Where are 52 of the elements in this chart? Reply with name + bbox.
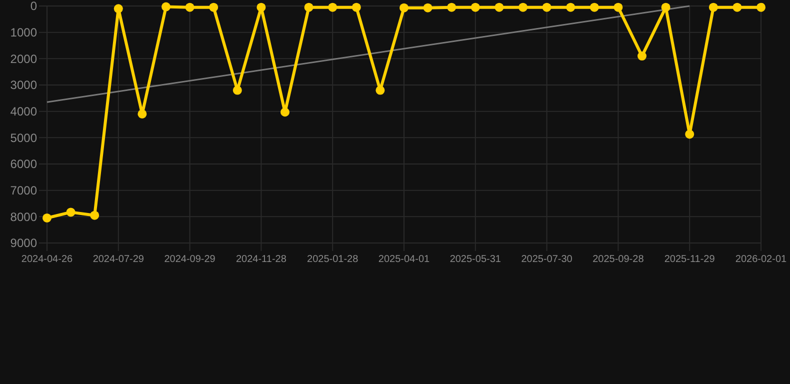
y-tick-label: 5000 bbox=[10, 130, 38, 145]
point bbox=[280, 108, 290, 117]
point bbox=[661, 2, 670, 12]
point bbox=[42, 213, 52, 222]
point bbox=[90, 210, 100, 220]
x-tick-label: 2024-09-29 bbox=[164, 254, 216, 265]
point bbox=[209, 2, 218, 12]
y-tick-label: 0 bbox=[30, 0, 38, 14]
x-tick-label: 2024-11-28 bbox=[236, 254, 287, 265]
point bbox=[232, 86, 242, 95]
point bbox=[352, 2, 361, 12]
point bbox=[470, 2, 480, 12]
point bbox=[732, 2, 742, 12]
point bbox=[614, 2, 623, 12]
y-tick-label: 8000 bbox=[10, 210, 38, 224]
x-tick-label: 2025-11-29 bbox=[664, 254, 716, 265]
x-tick-label: 2024-07-29 bbox=[92, 254, 144, 265]
point bbox=[185, 2, 194, 12]
point bbox=[708, 2, 718, 12]
y-tick-label: 3000 bbox=[10, 78, 38, 92]
y-tick-label: 7000 bbox=[10, 184, 38, 198]
x-tick-label: 2025-07-30 bbox=[521, 254, 573, 265]
y-tick-label: 9000 bbox=[10, 236, 38, 250]
point bbox=[566, 2, 576, 12]
x-tick-label: 2025-05-31 bbox=[450, 254, 502, 265]
x-tick-label: 2025-09-28 bbox=[592, 254, 644, 265]
point bbox=[114, 4, 123, 14]
point bbox=[256, 2, 266, 12]
point bbox=[638, 52, 646, 61]
point bbox=[328, 2, 338, 12]
point bbox=[376, 86, 385, 95]
x-tick-label: 2024-04-26 bbox=[21, 254, 74, 265]
point bbox=[66, 208, 76, 217]
point bbox=[542, 2, 552, 12]
point bbox=[590, 2, 599, 12]
y-tick-label: 6000 bbox=[10, 157, 38, 172]
x-tick-label: 2025-04-01 bbox=[378, 254, 430, 265]
point bbox=[400, 3, 408, 12]
point bbox=[304, 2, 314, 12]
y-tick-label: 2000 bbox=[10, 52, 38, 66]
point bbox=[138, 109, 147, 118]
point bbox=[162, 2, 170, 12]
point bbox=[518, 2, 528, 12]
y-tick-label: 4000 bbox=[10, 104, 38, 119]
point bbox=[685, 130, 694, 139]
point bbox=[423, 3, 432, 12]
y-tick-label: 1000 bbox=[10, 26, 38, 40]
x-tick-label: 2025-01-28 bbox=[307, 254, 359, 265]
point bbox=[494, 2, 504, 12]
point bbox=[447, 2, 456, 12]
point bbox=[756, 2, 766, 12]
x-tick-label: 2026-02-01 bbox=[735, 254, 788, 265]
